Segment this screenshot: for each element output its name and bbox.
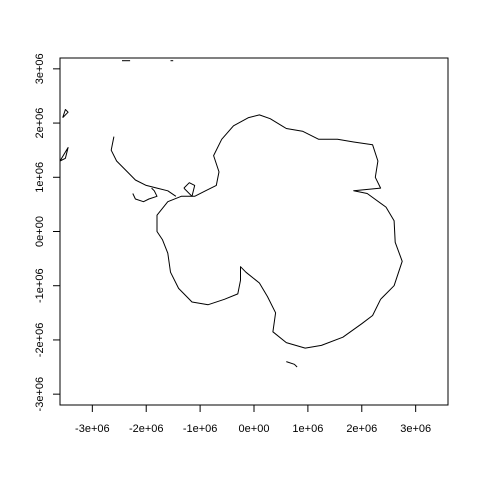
x-tick-label: 1e+06 xyxy=(292,423,323,435)
x-axis: -3e+06 -2e+06 -1e+06 0e+00 1e+06 2e+06 3e+06 xyxy=(75,404,431,435)
island-coastline xyxy=(62,109,69,118)
x-tick-label: -2e+06 xyxy=(129,423,164,435)
y-tick-label: 0e+00 xyxy=(34,216,46,247)
y-tick-label: 2e+06 xyxy=(34,108,46,139)
y-tick-label: -1e+06 xyxy=(34,268,46,303)
x-tick-label: 2e+06 xyxy=(346,423,377,435)
x-tick-label: -1e+06 xyxy=(183,423,218,435)
x-tick-label: -3e+06 xyxy=(75,423,110,435)
y-tick-label: 3e+06 xyxy=(34,53,46,84)
plot-frame xyxy=(59,57,449,406)
y-tick-label: 1e+06 xyxy=(34,162,46,193)
island-coastline xyxy=(183,182,196,197)
antarctica-coastline xyxy=(156,114,403,349)
y-tick-label: -2e+06 xyxy=(34,323,46,358)
ice-shelf-coastline xyxy=(132,187,158,203)
coastline-layer xyxy=(59,60,403,368)
antarctic-peninsula-coastline xyxy=(110,136,177,197)
y-tick-label: -3e+06 xyxy=(34,377,46,412)
x-tick-label: 0e+00 xyxy=(239,423,270,435)
y-axis: -3e+06 -2e+06 -1e+06 0e+00 1e+06 2e+06 3e+06 xyxy=(34,53,61,412)
island-coastline xyxy=(59,147,69,162)
island-coastline xyxy=(286,361,298,368)
x-tick-label: 3e+06 xyxy=(400,423,431,435)
